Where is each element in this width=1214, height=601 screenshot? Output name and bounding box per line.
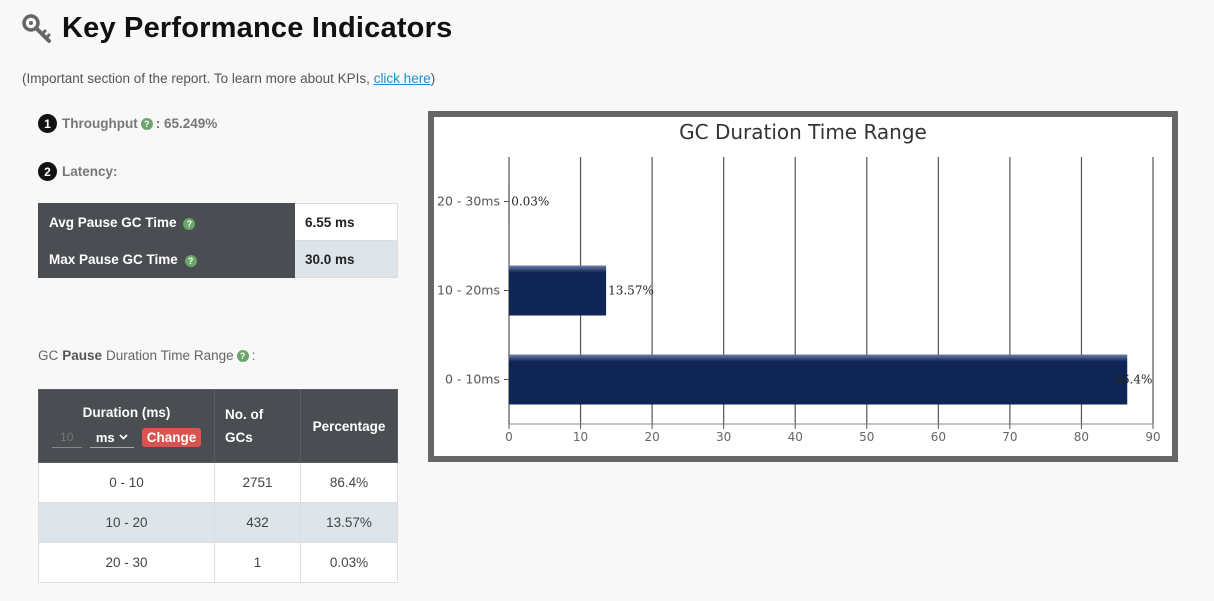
num-gcs-header: No. of GCs — [214, 389, 301, 463]
count-cell: 1 — [214, 542, 301, 583]
subtitle-text: (Important section of the report. To lea… — [22, 71, 374, 86]
page-header: Key Performance Indicators — [22, 12, 452, 45]
max-pause-value: 30.0 ms — [294, 240, 398, 278]
page-title: Key Performance Indicators — [62, 12, 453, 44]
chart-title: GC Duration Time Range — [679, 120, 927, 144]
max-pause-label: Max Pause GC Time ? — [38, 240, 295, 278]
num-gcs-header-line2: GCs — [225, 430, 253, 445]
x-tick-label: 0 — [505, 430, 513, 444]
bar-data-label: 0.03% — [511, 195, 549, 209]
throughput-label: Throughput — [62, 116, 138, 131]
count-cell: 2751 — [214, 462, 301, 503]
x-tick-label: 20 — [644, 430, 659, 444]
latency-badge: 2 — [38, 162, 57, 181]
avg-pause-label-text: Avg Pause GC Time — [49, 214, 177, 230]
chart-svg: GC Duration Time Range 0 10 20 30 40 50 60 70 80… — [437, 120, 1161, 444]
throughput-value: : 65.249% — [155, 116, 218, 131]
key-icon — [22, 13, 51, 43]
x-tick-label: 10 — [573, 430, 588, 444]
latency-label: Latency: — [62, 164, 118, 179]
x-tick-label: 70 — [1002, 430, 1017, 444]
range-size-input[interactable] — [51, 427, 82, 448]
x-tick-label: 30 — [716, 430, 731, 444]
gc-duration-table: Duration (ms) ms Change No. of GCs Percen… — [38, 389, 398, 583]
table-row: Max Pause GC Time ? 30.0 ms — [38, 240, 398, 278]
x-tick-label: 80 — [1074, 430, 1089, 444]
table-row: 10 - 20 432 13.57% — [38, 502, 398, 543]
page-subtitle: (Important section of the report. To lea… — [22, 71, 435, 86]
percentage-cell: 86.4% — [300, 462, 398, 503]
y-category-label: 0 - 10ms — [445, 372, 500, 387]
y-category-label: 10 - 20ms — [437, 283, 500, 298]
range-label-bold: Pause — [62, 348, 103, 363]
help-icon[interactable]: ? — [184, 254, 197, 267]
range-label-colon: : — [251, 348, 256, 363]
latency-line: 2 Latency: — [38, 162, 118, 181]
range-label-post: Duration Time Range — [106, 348, 234, 363]
y-category-label: 20 - 30ms — [437, 194, 500, 209]
help-icon[interactable]: ? — [236, 349, 249, 362]
change-button[interactable]: Change — [141, 428, 202, 447]
percentage-cell: 0.03% — [300, 542, 398, 583]
duration-header: Duration (ms) ms Change — [38, 389, 215, 463]
range-label-pre: GC — [38, 348, 59, 363]
avg-pause-value: 6.55 ms — [294, 203, 398, 241]
subtitle-close: ) — [430, 71, 436, 86]
count-cell: 432 — [214, 502, 301, 543]
num-gcs-header-line1: No. of — [225, 407, 264, 422]
unit-select[interactable]: ms — [89, 428, 134, 448]
bar-data-label: 13.57% — [608, 284, 654, 298]
chevron-down-icon — [118, 434, 128, 440]
max-pause-label-text: Max Pause GC Time — [49, 251, 178, 267]
percentage-cell: 13.57% — [300, 502, 398, 543]
help-icon[interactable]: ? — [183, 217, 196, 230]
throughput-badge: 1 — [38, 114, 57, 133]
table-row: Avg Pause GC Time ? 6.55 ms — [38, 203, 398, 241]
table-row: 20 - 30 1 0.03% — [38, 542, 398, 583]
x-tick-label: 40 — [788, 430, 803, 444]
range-cell: 0 - 10 — [38, 462, 215, 503]
chart-bar — [509, 265, 607, 316]
avg-pause-label: Avg Pause GC Time ? — [38, 203, 295, 241]
range-cell: 20 - 30 — [38, 542, 215, 583]
throughput-line: 1 Throughput ? : 65.249% — [38, 114, 217, 133]
duration-header-title: Duration (ms) — [82, 404, 171, 420]
range-cell: 10 - 20 — [38, 502, 215, 543]
kpi-help-link[interactable]: click here — [373, 71, 431, 86]
x-tick-label: 90 — [1145, 430, 1160, 444]
table-row: 0 - 10 2751 86.4% — [38, 462, 398, 503]
x-tick-label: 50 — [859, 430, 874, 444]
latency-table: Avg Pause GC Time ? 6.55 ms Max Pause GC… — [38, 203, 398, 278]
unit-select-value: ms — [95, 429, 115, 445]
percentage-header: Percentage — [300, 389, 398, 463]
table-header-row: Duration (ms) ms Change No. of GCs Percen… — [38, 389, 398, 463]
range-section-label: GC Pause Duration Time Range ?: — [38, 348, 255, 363]
gc-duration-chart: GC Duration Time Range 0 10 20 30 40 50 60 70 80… — [428, 111, 1178, 462]
chart-bar — [509, 354, 1128, 405]
help-icon[interactable]: ? — [140, 117, 153, 130]
duration-controls: ms Change — [39, 427, 214, 448]
x-tick-label: 60 — [931, 430, 946, 444]
bar-data-label: 86.4% — [1114, 373, 1152, 387]
